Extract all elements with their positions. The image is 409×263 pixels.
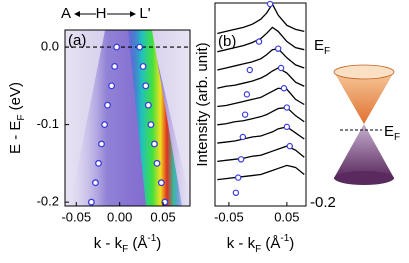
axis-label: E - EF (eV)	[7, 82, 27, 154]
panel-label: (a)	[68, 32, 86, 49]
fermi-label: EF	[384, 123, 400, 143]
peak-marker	[255, 38, 263, 45]
direction-label: L'	[139, 5, 150, 22]
peak-marker	[280, 85, 288, 92]
label-part: E	[384, 123, 394, 140]
peak-marker	[283, 104, 291, 111]
y-tick-label: -0.2	[37, 194, 59, 209]
y-tick-label: 0.0	[41, 38, 59, 53]
x-tick-label: 0.00	[107, 209, 132, 224]
dispersion-point	[157, 179, 165, 187]
edc-curve	[217, 106, 305, 126]
label-part: k - k	[94, 235, 123, 252]
peak-marker	[283, 123, 291, 131]
peak-marker	[234, 174, 242, 181]
x-tick-label: -0.05	[214, 209, 244, 224]
edc-curve	[217, 47, 305, 71]
label-part: (Å	[128, 235, 147, 252]
dispersion-point	[150, 140, 158, 148]
label-part: F	[122, 244, 128, 255]
cone-diagram	[333, 64, 395, 185]
peak-marker	[274, 45, 282, 52]
dispersion-point	[153, 159, 161, 167]
peak-marker	[237, 156, 245, 163]
label-part: )	[156, 235, 161, 252]
axis-label: k - kF (Å-1)	[227, 233, 295, 255]
dispersion-point	[147, 121, 155, 129]
dispersion-point	[142, 82, 150, 90]
dispersion-point	[113, 43, 121, 51]
peak-marker	[243, 91, 251, 98]
edc-curve	[217, 67, 305, 89]
frame-b	[214, 2, 307, 207]
dispersion-point	[101, 121, 109, 129]
peak-marker	[286, 142, 293, 150]
intensity-map	[65, 30, 192, 206]
label-part: )	[289, 235, 294, 252]
edc-curve	[217, 126, 305, 144]
peak-marker	[266, 0, 274, 8]
edc-curve	[217, 2, 305, 35]
label-part: -1	[280, 233, 289, 244]
label-part: (Å	[261, 235, 280, 252]
dispersion-point	[95, 159, 102, 167]
dispersion-point	[144, 101, 152, 109]
axis-label: EF	[314, 37, 330, 57]
edc-curve	[217, 26, 305, 53]
direction-label: H	[96, 5, 107, 22]
axis-label: k - kF (Å-1)	[94, 233, 162, 255]
dispersion-point	[139, 62, 147, 70]
label-part: -1	[147, 233, 156, 244]
x-tick-label: 0.05	[150, 209, 175, 224]
peak-marker	[239, 133, 247, 141]
label-part: F	[255, 244, 261, 255]
y-axis-label: Intensity (arb. unit)	[194, 42, 211, 166]
label-part: k - k	[227, 235, 256, 252]
dispersion-point	[136, 43, 144, 51]
panel-label: (b)	[218, 33, 236, 50]
dispersion-point	[104, 101, 111, 109]
label-part: E - E	[7, 121, 24, 154]
frame-a	[64, 29, 191, 207]
dispersion-point	[92, 179, 99, 187]
edc-curve	[217, 164, 305, 181]
dispersion-point	[87, 198, 95, 206]
label-part: F	[394, 132, 400, 143]
y-tick-label: -0.1	[37, 116, 59, 131]
x-tick-label: -0.05	[61, 209, 91, 224]
direction-label: A	[61, 5, 71, 22]
peak-marker	[246, 66, 253, 74]
dispersion-point	[98, 140, 105, 148]
label-part: (eV)	[7, 82, 24, 115]
label-part: F	[16, 115, 27, 121]
peak-marker	[241, 111, 249, 118]
x-tick-label: 0.05	[274, 209, 299, 224]
edc-curve	[217, 87, 305, 108]
dispersion-point	[111, 62, 119, 70]
label-part: F	[324, 46, 330, 57]
label-part: E	[314, 37, 324, 54]
peak-marker	[232, 189, 240, 197]
peak-marker	[277, 64, 285, 72]
curve-label: -0.2	[310, 194, 336, 211]
dispersion-point	[108, 82, 116, 90]
